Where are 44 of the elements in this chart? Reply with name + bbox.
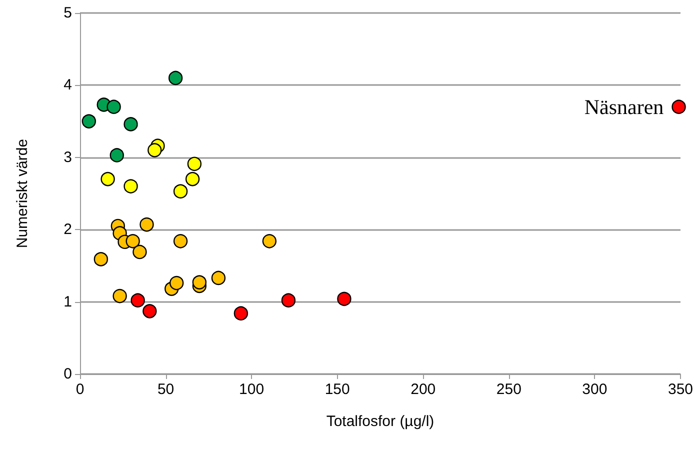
point	[337, 292, 352, 306]
point	[262, 234, 277, 248]
point	[168, 70, 183, 86]
x-tick-label: 150	[324, 381, 350, 398]
point	[112, 288, 127, 304]
point	[170, 276, 184, 290]
y-tick-label: 4	[64, 76, 72, 94]
x-tick-label: 200	[410, 381, 436, 398]
y-tick-label: 1	[64, 293, 72, 310]
x-axis-title: Totalfosfor (µg/l)	[326, 413, 434, 430]
point	[234, 306, 248, 320]
point	[124, 117, 138, 132]
point	[82, 114, 96, 128]
x-tick-label: 50	[157, 381, 174, 398]
point	[100, 172, 115, 186]
point	[126, 234, 140, 248]
y-tick-label: 2	[64, 221, 72, 238]
point	[185, 172, 200, 186]
point	[173, 234, 188, 248]
y-axis-title: Numeriskt värde	[14, 138, 31, 248]
y-tick-label: 5	[64, 4, 72, 22]
y-tick-label: 3	[64, 148, 72, 166]
point	[192, 275, 207, 290]
point	[142, 304, 157, 318]
point	[132, 244, 147, 260]
point	[187, 156, 202, 171]
point	[124, 179, 138, 194]
point	[148, 143, 162, 158]
x-tick-label: 350	[668, 381, 693, 398]
point	[281, 293, 296, 308]
series-label: Näsnaren	[584, 94, 664, 119]
point	[94, 252, 108, 266]
x-tick-label: 300	[582, 381, 608, 398]
point	[173, 184, 188, 198]
point	[211, 270, 226, 286]
x-tick-label: 0	[76, 381, 84, 398]
point	[130, 293, 145, 308]
point	[106, 100, 121, 114]
point	[110, 148, 124, 162]
point	[672, 100, 686, 114]
point	[140, 217, 154, 232]
y-tick-label: 0	[64, 366, 72, 382]
x-tick-label: 100	[239, 381, 264, 398]
x-tick-label: 250	[496, 381, 522, 398]
